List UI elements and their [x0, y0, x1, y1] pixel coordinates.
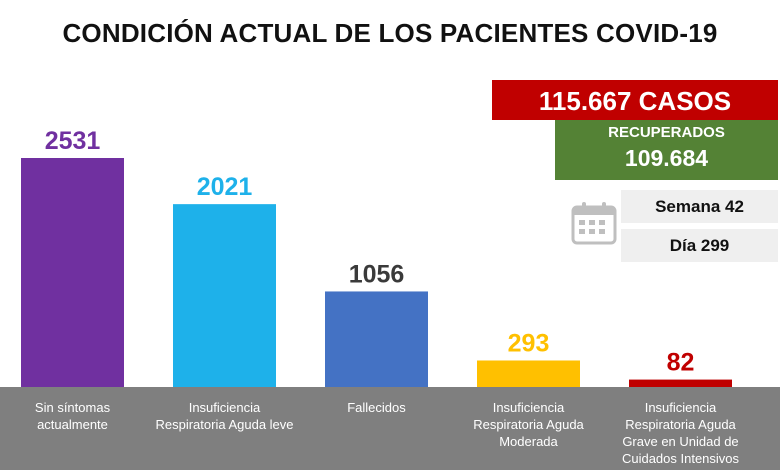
calendar-icon [571, 202, 617, 245]
category-label-3: Fallecidos [347, 400, 406, 415]
category-label-4: Insuficiencia Respiratoria Aguda Moderada [473, 400, 584, 449]
total-cases-badge: 115.667 CASOS [492, 80, 778, 120]
data-label-5: 82 [667, 349, 695, 377]
category-axis-band [0, 387, 780, 470]
category-label-2: Insuficiencia Respiratoria Aguda leve [155, 400, 293, 432]
bar-4 [477, 360, 580, 387]
bar-2 [173, 204, 276, 387]
recovered-value: 109.684 [624, 145, 709, 171]
bar-5 [629, 379, 732, 387]
chart-title: CONDICIÓN ACTUAL DE LOS PACIENTES COVID-… [62, 18, 718, 48]
category-label-5: Insuficiencia Respiratoria Aguda Grave en … [622, 400, 740, 466]
bar-1 [21, 158, 124, 387]
day-label: Día 299 [621, 229, 778, 262]
data-label-2: 2021 [197, 173, 253, 201]
recovered-label: RECUPERADOS [608, 124, 725, 141]
data-label-3: 1056 [349, 260, 405, 288]
data-label-1: 2531 [45, 127, 101, 155]
category-label-1: Sin síntomas actualmente [35, 400, 111, 432]
bar-3 [325, 291, 428, 387]
recovered-badge: RECUPERADOS 109.684 [555, 120, 778, 180]
data-label-4: 293 [508, 329, 550, 357]
week-label: Semana 42 [621, 190, 778, 223]
